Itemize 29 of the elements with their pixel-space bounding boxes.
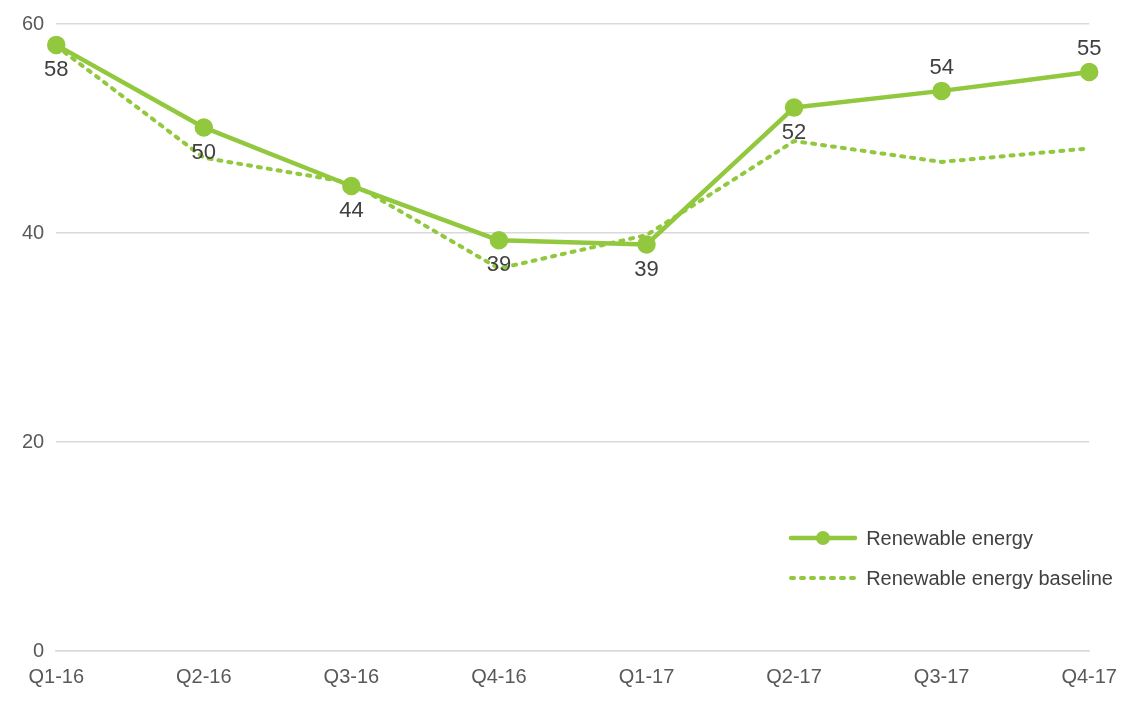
point — [489, 231, 509, 250]
data-label: 54 — [929, 53, 954, 79]
x-tick-label: Q3-17 — [913, 664, 970, 687]
point — [784, 98, 804, 117]
legend-label: Renewable energy — [866, 526, 1033, 550]
point — [932, 81, 951, 101]
data-label: 55 — [1076, 35, 1102, 61]
x-tick-label: Q3-16 — [323, 664, 380, 687]
x-tick-label: Q4-17 — [1061, 664, 1117, 687]
point — [637, 235, 656, 254]
x-tick-label: Q1-16 — [28, 664, 85, 687]
data-label: 58 — [44, 55, 69, 81]
data-label: 39 — [634, 255, 659, 281]
x-tick-label: Q2-16 — [176, 664, 232, 687]
x-tick-label: Q4-16 — [471, 664, 527, 687]
y-tick-label: 0 — [33, 638, 45, 661]
y-tick-label: 40 — [22, 220, 45, 243]
point — [47, 35, 66, 55]
point — [1079, 62, 1099, 82]
point — [342, 176, 361, 196]
legend-label: Renewable energy baseline — [866, 566, 1113, 590]
y-tick-label: 20 — [22, 429, 45, 452]
x-tick-label: Q2-17 — [766, 664, 822, 687]
data-label: 52 — [781, 118, 807, 144]
data-label: 44 — [339, 197, 364, 223]
point — [194, 118, 214, 137]
data-label: 50 — [191, 138, 217, 164]
y-tick-label: 60 — [22, 11, 45, 34]
x-tick-label: Q1-17 — [618, 664, 675, 687]
